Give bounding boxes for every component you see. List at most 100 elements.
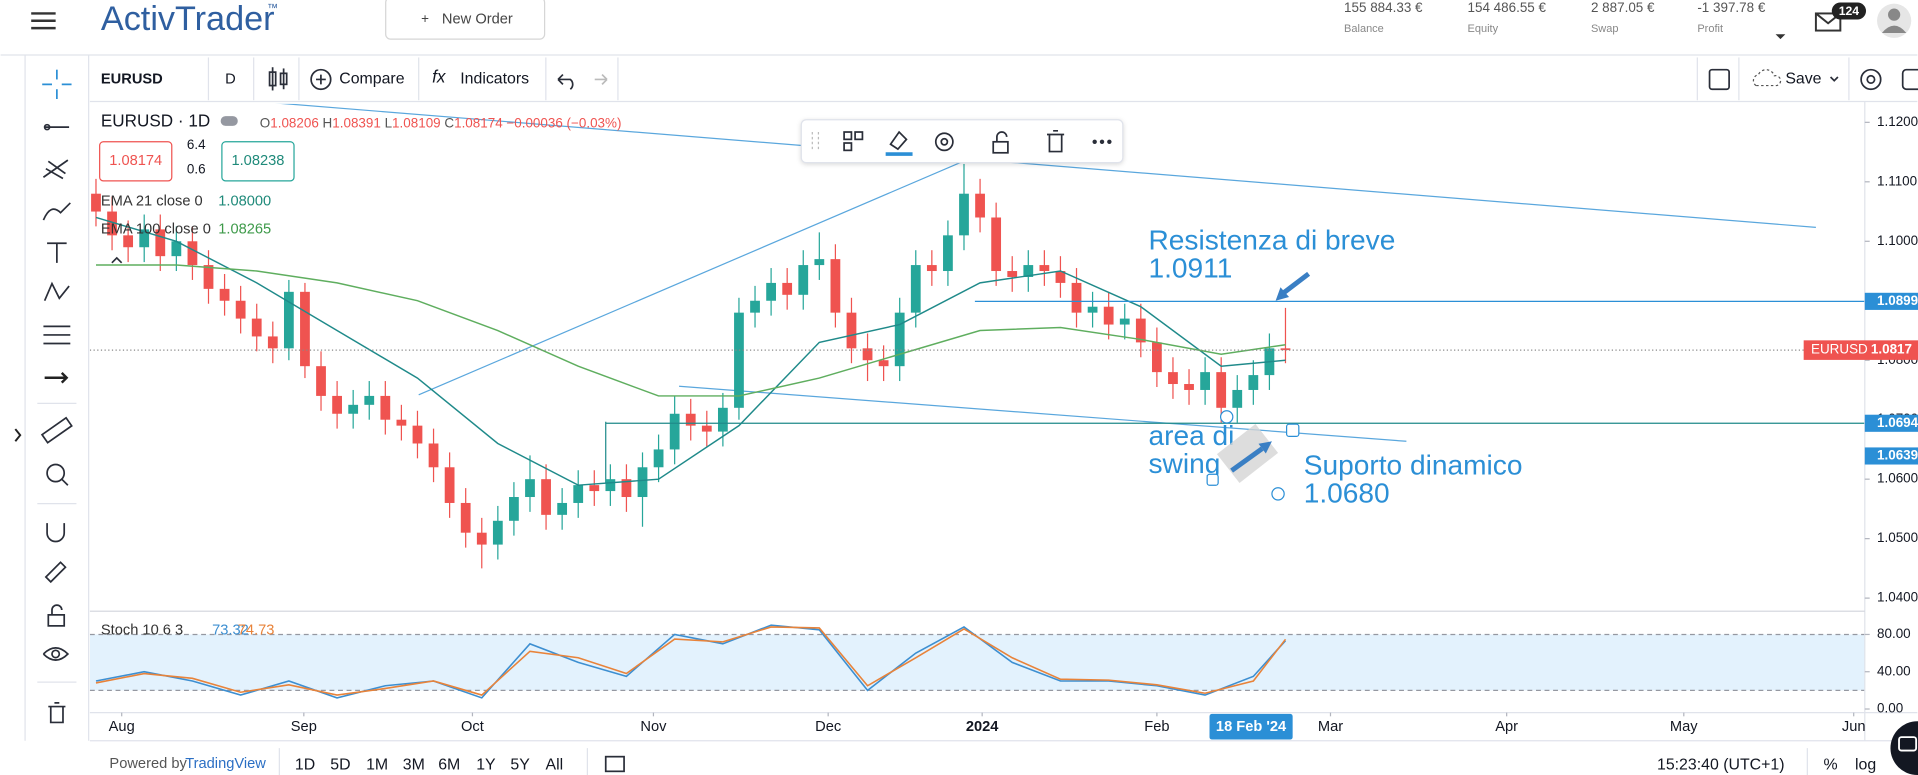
annotation-text: 1.0911 [1148, 253, 1232, 284]
candle-body [348, 404, 359, 414]
new-order-label: New Order [442, 11, 513, 27]
level-tag [1864, 292, 1918, 310]
trendline-tool[interactable] [43, 123, 70, 131]
annotation-arrowhead [1275, 287, 1290, 301]
legend-ohlc: O1.08206 H1.08391 L1.08109 C1.08174 −0.0… [260, 115, 622, 130]
template-button[interactable] [843, 131, 864, 152]
crosshair-label: 18 Feb '24 [1216, 719, 1287, 735]
last-price-label: 1.0817 [1871, 342, 1912, 357]
ohlc-key: L [385, 115, 393, 130]
layout-button[interactable] [1708, 68, 1730, 91]
range-button[interactable]: 3M [403, 756, 425, 773]
chat-button[interactable] [1890, 721, 1918, 775]
crosshair-tool[interactable] [42, 69, 72, 100]
ohlc-key: H [323, 115, 333, 130]
new-order-plus: + [421, 11, 429, 26]
symbol-button[interactable]: EURUSD [101, 71, 163, 87]
compare-plus [316, 74, 326, 85]
candle-body [750, 300, 760, 313]
text-tool[interactable] [47, 242, 67, 263]
range-button[interactable]: 5Y [510, 756, 530, 773]
range-button[interactable]: 1Y [476, 756, 496, 773]
candle-body [123, 235, 134, 248]
drawing-handle[interactable] [1285, 423, 1300, 438]
goto-date-button[interactable] [604, 755, 625, 773]
log-toggle[interactable]: log [1855, 756, 1876, 773]
brush-tool[interactable] [42, 202, 71, 221]
sell-button[interactable] [99, 141, 173, 182]
drawing-handle[interactable] [1271, 487, 1285, 501]
save-dropdown[interactable] [1829, 76, 1839, 82]
clock: 15:23:40 (UTC+1) [1657, 756, 1785, 773]
legend-toggle[interactable] [220, 116, 238, 126]
account-dropdown[interactable] [1775, 34, 1786, 40]
prediction-tool[interactable] [43, 325, 71, 345]
chart-type-button[interactable] [268, 67, 288, 91]
remove-tool[interactable] [48, 702, 66, 724]
ruler-tool[interactable] [40, 416, 73, 444]
bid-price: 1.08174 [109, 153, 162, 169]
magnet-tool[interactable] [46, 523, 66, 543]
buy-button[interactable] [221, 141, 295, 182]
candle-body [734, 312, 744, 408]
candle-body [1248, 375, 1259, 390]
legend-collapse[interactable] [111, 256, 123, 264]
compare-button[interactable]: Compare [339, 71, 404, 88]
candle-body [637, 467, 648, 498]
save-button[interactable]: Save [1785, 71, 1821, 88]
notification-count: 124 [1839, 4, 1860, 18]
indicators-button[interactable]: Indicators [460, 71, 529, 88]
new-order-button[interactable] [385, 0, 546, 40]
candle-body [862, 348, 873, 361]
account-label: Swap [1591, 23, 1619, 35]
menu-button[interactable] [31, 12, 56, 30]
tradingview-link[interactable]: TradingView [185, 756, 266, 772]
x-tick-label: Apr [1495, 719, 1518, 735]
pattern-tool[interactable] [43, 281, 70, 302]
y-tick-label: 40.00 [1877, 663, 1911, 678]
range-button[interactable]: 1M [366, 756, 388, 773]
lock-drawings[interactable] [44, 561, 67, 584]
trend-line [418, 158, 970, 396]
interval-button[interactable]: D [225, 71, 236, 87]
candle-body [814, 259, 825, 266]
account-amount: 2 887.05 € [1591, 0, 1655, 15]
candle-body [444, 467, 455, 503]
range-button[interactable]: All [546, 756, 564, 773]
candle-body [1280, 348, 1291, 351]
zoom-tool[interactable] [46, 463, 69, 486]
range-button[interactable]: 5D [330, 756, 350, 773]
candle-body [283, 291, 294, 349]
candle-body [91, 193, 101, 212]
level-tag-label: 1.0694 [1877, 415, 1918, 430]
lock-drawing-button[interactable] [992, 131, 1009, 154]
settings-button[interactable] [1860, 68, 1882, 91]
range-button[interactable]: 1D [295, 756, 315, 773]
y-tick-label: 1.1200 [1877, 114, 1918, 129]
percent-toggle[interactable]: % [1824, 756, 1838, 773]
fib-tool[interactable] [42, 159, 69, 180]
drawing-settings-button[interactable] [934, 132, 954, 152]
candle-body [267, 336, 278, 349]
collapse-toolbar[interactable] [14, 428, 22, 442]
indicators-icon: fx [432, 68, 447, 87]
candle-body [300, 291, 310, 367]
undo-button[interactable] [557, 73, 574, 90]
lock-tool[interactable] [47, 604, 66, 627]
range-button[interactable]: 6M [438, 756, 460, 773]
visibility-tool[interactable] [42, 647, 70, 661]
redo-button[interactable] [594, 73, 608, 85]
candle-body [171, 241, 182, 257]
snapshot-button[interactable] [1901, 68, 1918, 91]
floating-drawing-toolbar [800, 119, 1124, 164]
delete-drawing-button[interactable] [1047, 129, 1065, 153]
line-color-button[interactable] [885, 130, 913, 156]
avatar[interactable] [1877, 3, 1912, 38]
drawing-handle[interactable] [1219, 410, 1234, 424]
more-button[interactable] [1092, 139, 1112, 144]
candle-body [1087, 306, 1098, 313]
x-tick-label: Oct [461, 719, 484, 735]
drawing-handle[interactable] [1206, 473, 1219, 486]
arrow-tool[interactable] [44, 371, 69, 384]
annotation-arrow [1281, 271, 1311, 296]
